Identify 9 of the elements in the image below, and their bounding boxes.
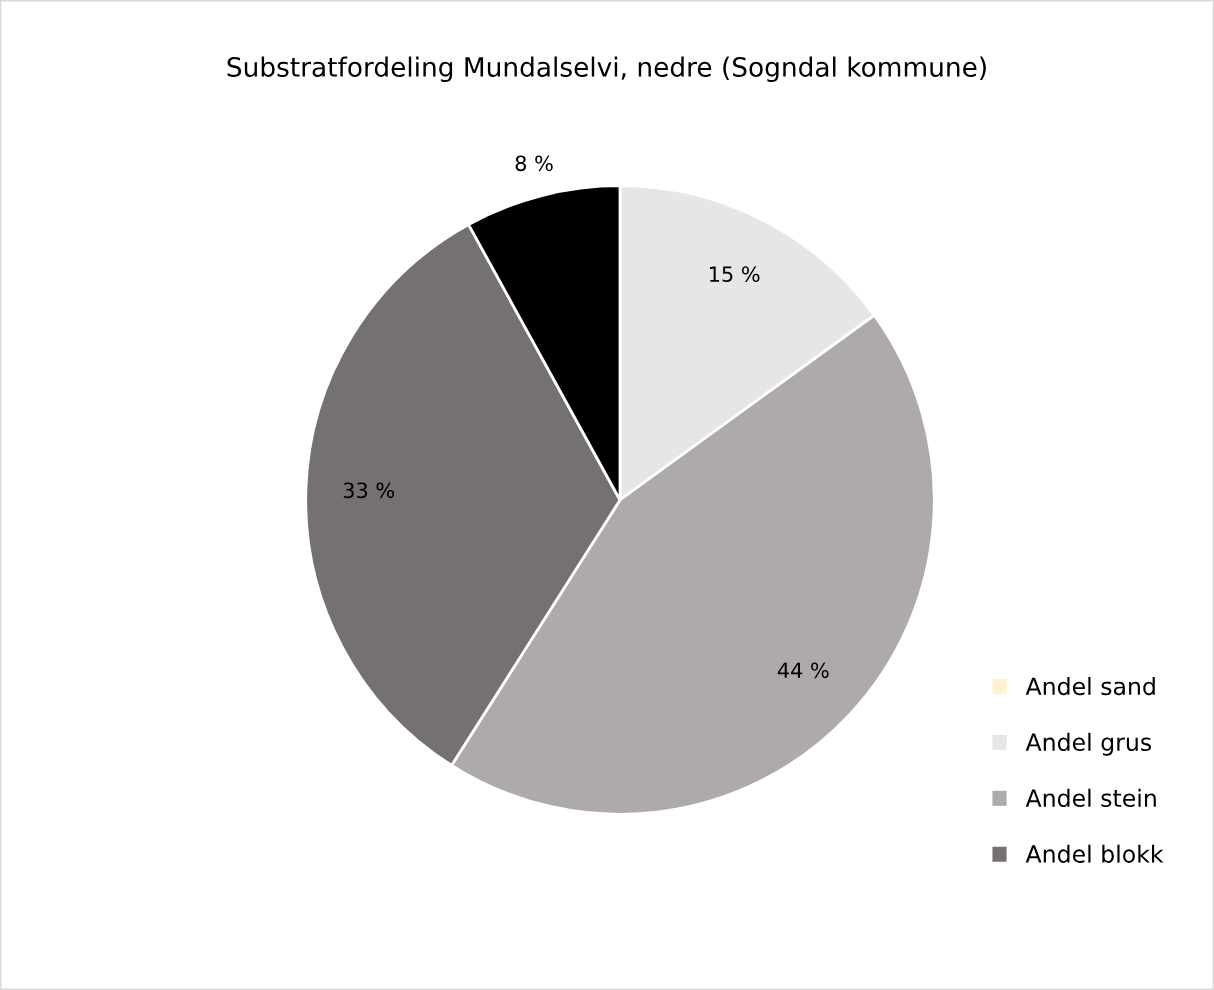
data-label: 44 % [777, 662, 829, 679]
legend-label: Andel blokk [1025, 844, 1164, 863]
legend-label: Andel stein [1025, 788, 1156, 807]
data-label: 33 % [343, 482, 395, 499]
data-label: 8 % [515, 155, 553, 172]
legend-label: Andel grus [1025, 732, 1152, 756]
legend-label: Andel sand [1025, 676, 1155, 696]
chart-title: Substratfordeling Mundalselvi, nedre (Sogndal kommune) [227, 56, 986, 83]
data-label: 15 % [709, 266, 760, 283]
